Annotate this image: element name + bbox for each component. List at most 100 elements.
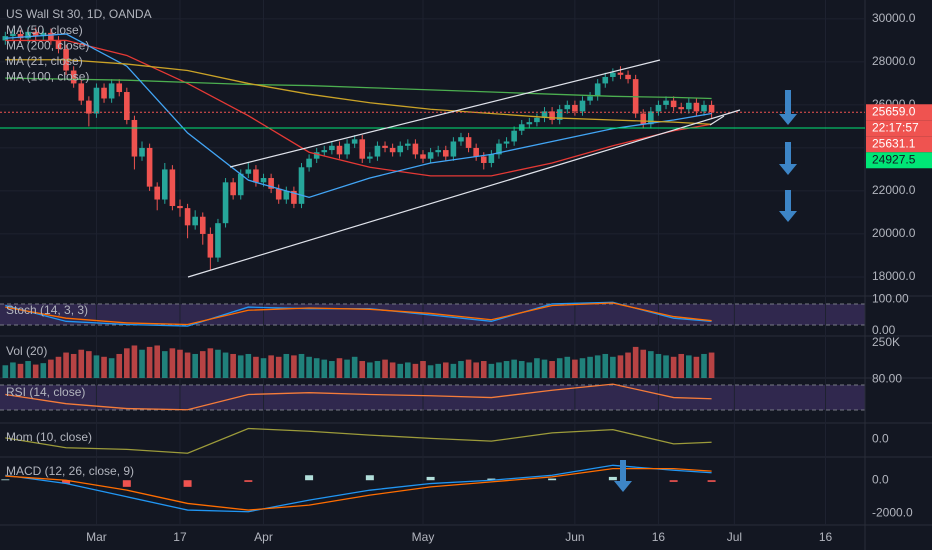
volume-bar bbox=[534, 358, 540, 378]
x-tick-label: 16 bbox=[819, 530, 833, 544]
candle-body bbox=[70, 70, 77, 84]
series-line bbox=[5, 33, 712, 199]
volume-bar bbox=[17, 363, 24, 378]
volume-bar bbox=[192, 353, 198, 378]
trendline bbox=[709, 115, 725, 126]
candle-body bbox=[617, 72, 624, 75]
legend-entry: MA (21, close) bbox=[6, 54, 83, 68]
candle-body bbox=[458, 137, 464, 142]
volume-bar bbox=[116, 353, 123, 378]
candle-body bbox=[124, 92, 130, 120]
volume-bar bbox=[511, 359, 517, 378]
volume-bar bbox=[86, 351, 92, 378]
volume-bar bbox=[25, 361, 31, 378]
trendline bbox=[187, 109, 741, 278]
candle-body bbox=[184, 208, 191, 226]
candle-body bbox=[2, 36, 9, 41]
volume-bar bbox=[336, 358, 343, 378]
volume-bar bbox=[108, 358, 115, 378]
volume-bar bbox=[503, 361, 510, 378]
x-tick-label: Apr bbox=[254, 530, 273, 544]
candle-body bbox=[169, 169, 176, 206]
candle-body bbox=[17, 33, 24, 39]
candle-body bbox=[693, 102, 700, 112]
volume-bar bbox=[321, 359, 328, 378]
indicator-bands bbox=[0, 303, 865, 411]
volume-bar bbox=[465, 359, 472, 378]
volume-bar bbox=[663, 355, 669, 378]
volume-bar bbox=[648, 351, 654, 378]
candle-body bbox=[382, 145, 388, 148]
histogram-bar bbox=[62, 480, 71, 484]
volume-bar bbox=[32, 364, 39, 378]
volume-bar bbox=[686, 355, 692, 378]
axis-labels: Mar 17 Apr May Jun 16 Jul 16 18000.0 20000.0 22000… bbox=[6, 7, 932, 544]
candle-body bbox=[25, 31, 31, 39]
candle-body bbox=[670, 100, 677, 108]
volume-bar bbox=[708, 352, 715, 378]
volume-bar bbox=[63, 352, 69, 378]
volume-bar bbox=[382, 359, 388, 378]
series-line bbox=[5, 383, 712, 411]
candle-body bbox=[101, 87, 107, 99]
arrow bbox=[779, 90, 797, 125]
volume-bar bbox=[579, 358, 586, 378]
candle-body bbox=[610, 72, 616, 77]
histogram-bar bbox=[426, 476, 435, 481]
candle-body bbox=[367, 156, 373, 159]
candle-body bbox=[359, 139, 366, 159]
candle-body bbox=[602, 76, 609, 84]
y-tick-label: 22000.0 bbox=[872, 183, 916, 197]
volume-bar bbox=[10, 362, 16, 378]
candle-body bbox=[48, 32, 54, 41]
volume-bar bbox=[329, 361, 335, 378]
y-tick-label: 80.00 bbox=[872, 371, 902, 385]
candle-body bbox=[161, 169, 168, 200]
volume-bar bbox=[101, 356, 107, 378]
histogram-bar bbox=[183, 480, 192, 487]
volume-bar bbox=[2, 365, 9, 378]
volume-bar bbox=[594, 355, 601, 378]
volume-bar bbox=[48, 359, 54, 378]
arrow bbox=[779, 142, 797, 175]
volume-bar bbox=[670, 356, 677, 378]
pane-title: Vol (20) bbox=[6, 344, 47, 358]
candle-body bbox=[32, 31, 39, 37]
candle-body bbox=[389, 147, 396, 153]
candle-body bbox=[397, 145, 404, 153]
histogram-bar bbox=[244, 480, 253, 482]
volume-bar bbox=[678, 353, 685, 378]
candle-body bbox=[488, 154, 495, 163]
countdown: 22:17:57 bbox=[872, 120, 919, 134]
y-tick-label: 0.0 bbox=[872, 472, 889, 486]
series-line bbox=[5, 59, 712, 125]
volume-bar bbox=[268, 355, 274, 378]
candle-body bbox=[526, 122, 533, 125]
candle-body bbox=[564, 104, 571, 110]
volume-bar bbox=[420, 361, 426, 378]
y-tick-label: -2000.0 bbox=[872, 506, 913, 520]
volume-bar bbox=[549, 361, 555, 378]
volume-bar bbox=[488, 363, 495, 378]
candle-body bbox=[701, 104, 707, 112]
x-tick-label: Mar bbox=[86, 530, 107, 544]
volume-bar bbox=[701, 353, 707, 378]
volume-bar bbox=[78, 349, 85, 378]
histogram-bar bbox=[608, 476, 617, 481]
volume-bar bbox=[397, 363, 404, 378]
x-tick-label: 16 bbox=[652, 530, 666, 544]
volume-bar bbox=[313, 358, 320, 378]
candle-body bbox=[116, 83, 123, 93]
volume-bar bbox=[93, 355, 100, 378]
y-tick-label: 28000.0 bbox=[872, 54, 916, 68]
x-tick-label: May bbox=[412, 530, 435, 544]
candle-body bbox=[253, 169, 259, 183]
candle-body bbox=[336, 145, 343, 155]
volume-bar bbox=[526, 362, 533, 378]
plot bbox=[0, 0, 865, 525]
volume-bar bbox=[146, 346, 153, 378]
volume-bar bbox=[124, 348, 130, 378]
histogram-bar bbox=[548, 478, 557, 481]
volume-bar bbox=[693, 356, 700, 378]
volume-bar bbox=[480, 361, 487, 378]
